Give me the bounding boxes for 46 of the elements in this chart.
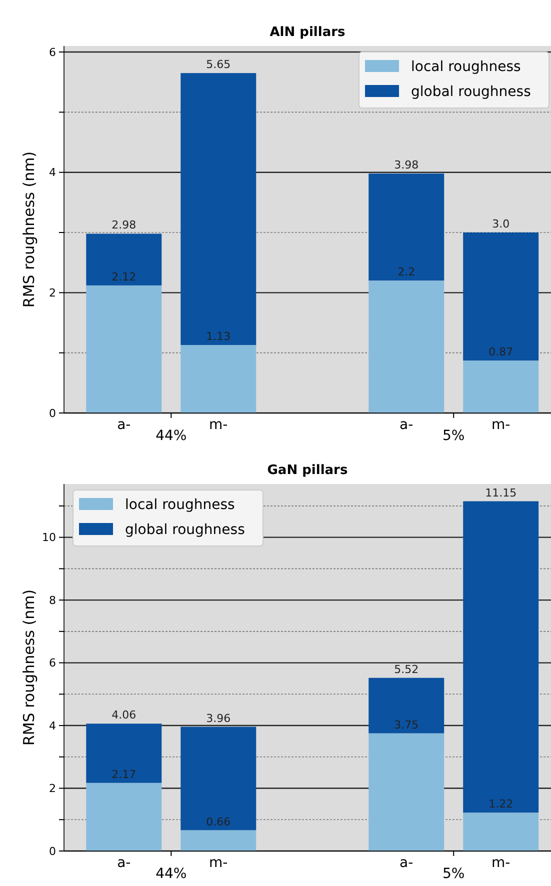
total-label: 3.96	[206, 712, 231, 725]
y-tick-label: 2	[49, 286, 56, 300]
y-axis-title: RMS roughness (nm)	[20, 151, 38, 308]
total-label: 3.98	[394, 158, 419, 172]
x-tick-label: a-	[400, 417, 414, 433]
total-label: 5.65	[206, 58, 231, 72]
chart-title: AlN pillars	[270, 25, 346, 40]
total-label: 4.06	[112, 708, 136, 722]
y-tick-label: 6	[49, 46, 56, 59]
text: 44%	[156, 866, 187, 882]
total-label: 11.15	[485, 486, 517, 500]
total-label: 5.52	[394, 662, 419, 676]
total-label: 3.0	[492, 218, 510, 231]
x-tick-label: m-	[209, 855, 228, 871]
x-tick-label: m-	[491, 417, 510, 433]
text: 44%	[156, 428, 187, 444]
y-tick-label: 4	[49, 719, 56, 732]
legend-label: local roughness	[411, 58, 521, 75]
total-label: 2.98	[112, 218, 136, 232]
data-label: 2.12	[112, 270, 136, 284]
data-label: 0.87	[488, 346, 514, 359]
x-tick-label: a-	[117, 417, 131, 433]
data-label: 1.13	[206, 330, 231, 344]
y-tick-label: 0	[49, 844, 56, 858]
chart-title: GaN pillars	[267, 463, 348, 478]
y-tick-label: 6	[49, 656, 56, 670]
legend-label: local roughness	[125, 496, 235, 513]
y-tick-label: 4	[49, 166, 56, 180]
data-label: 2.17	[112, 768, 136, 781]
legend-label: global roughness	[125, 522, 245, 538]
y-tick-label: 2	[49, 782, 56, 796]
text: 5%	[442, 866, 465, 882]
y-tick-label: 10	[42, 531, 56, 544]
legend-label: global roughness	[411, 84, 531, 100]
x-tick-label: m-	[491, 855, 510, 871]
x-tick-label: a-	[117, 855, 131, 871]
y-tick-label: 8	[49, 594, 56, 607]
y-axis-title: RMS roughness (nm)	[20, 589, 38, 746]
x-tick-label: a-	[400, 855, 414, 871]
data-label: 0.66	[206, 815, 231, 828]
text: 5%	[442, 428, 465, 444]
data-label: 3.75	[394, 718, 419, 732]
y-tick-label: 0	[49, 406, 56, 420]
data-label: 1.22	[488, 798, 514, 811]
data-label: 2.2	[398, 266, 416, 279]
x-tick-label: m-	[209, 417, 228, 433]
